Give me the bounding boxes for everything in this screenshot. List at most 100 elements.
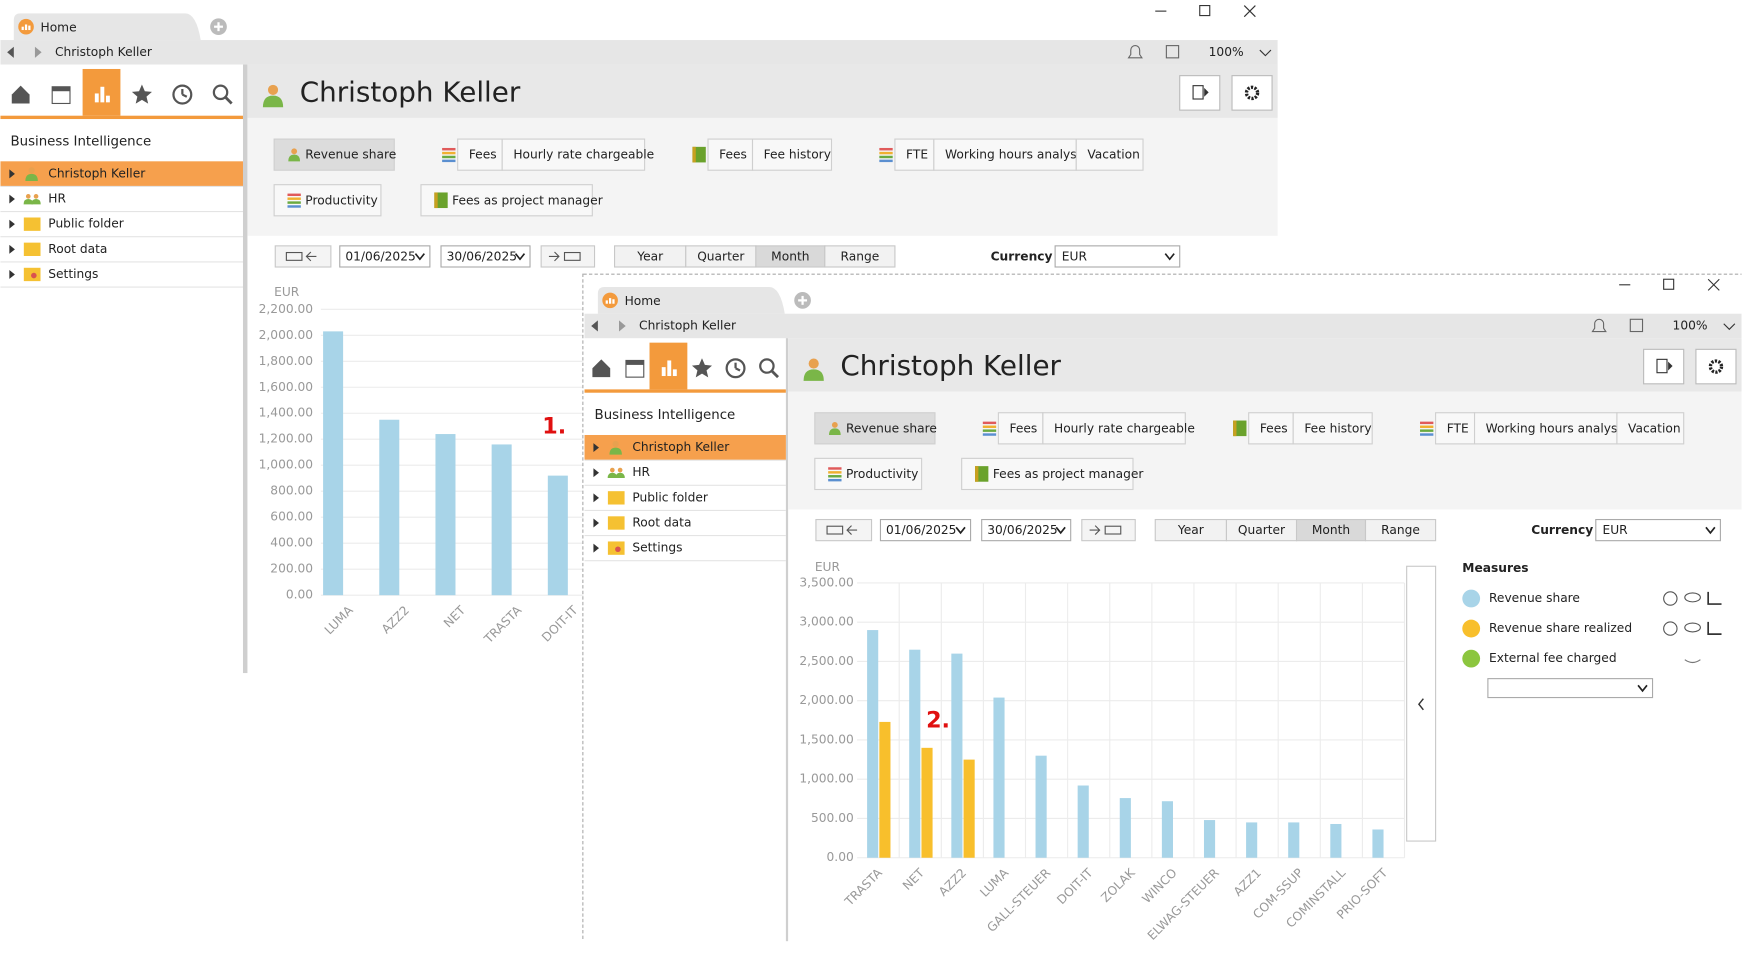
nav-chart[interactable] bbox=[661, 367, 666, 377]
y-tick-label: 600.00 bbox=[270, 510, 313, 524]
report-button[interactable] bbox=[814, 457, 923, 491]
zoom-menu[interactable] bbox=[1259, 49, 1272, 57]
tree-item: Settings bbox=[632, 541, 682, 555]
report-button[interactable] bbox=[1473, 412, 1618, 445]
report-button[interactable] bbox=[457, 138, 503, 171]
tree-toggle[interactable] bbox=[593, 443, 599, 453]
measure-visibility[interactable] bbox=[1684, 592, 1701, 603]
report-button[interactable] bbox=[933, 138, 1077, 171]
nav-chart[interactable] bbox=[100, 86, 105, 103]
report-button[interactable] bbox=[420, 184, 593, 217]
forward[interactable] bbox=[619, 320, 626, 332]
currency-select[interactable] bbox=[1054, 245, 1181, 268]
back[interactable] bbox=[7, 46, 14, 58]
forward[interactable] bbox=[34, 46, 42, 58]
export-button[interactable] bbox=[1643, 348, 1685, 385]
settings-button[interactable] bbox=[1231, 75, 1273, 111]
report-button[interactable] bbox=[1248, 412, 1294, 445]
nav-history[interactable] bbox=[725, 358, 746, 379]
measure-hidden[interactable] bbox=[1684, 659, 1701, 664]
currency-arrow bbox=[1705, 526, 1716, 535]
date-picker[interactable] bbox=[339, 245, 431, 268]
settings-button[interactable] bbox=[1695, 348, 1737, 385]
notifications[interactable] bbox=[1127, 45, 1143, 59]
nav-chart[interactable] bbox=[94, 93, 99, 103]
previous-period[interactable] bbox=[815, 518, 873, 542]
measure-chart-type[interactable] bbox=[1707, 621, 1722, 635]
report-button[interactable] bbox=[751, 138, 833, 171]
zoom-menu[interactable] bbox=[1723, 323, 1736, 331]
measure-chart-type[interactable] bbox=[1707, 591, 1722, 605]
notifications[interactable] bbox=[1591, 318, 1607, 333]
tree-row-selected[interactable] bbox=[0, 161, 243, 187]
measure-visibility[interactable] bbox=[1684, 622, 1701, 633]
report-button[interactable] bbox=[997, 412, 1044, 445]
measure-select-arrow bbox=[1637, 684, 1648, 693]
tree-toggle[interactable] bbox=[9, 219, 15, 229]
tree-toggle[interactable] bbox=[9, 244, 15, 254]
report-button[interactable] bbox=[1075, 138, 1144, 171]
export-button[interactable] bbox=[1179, 75, 1221, 111]
nav-chart[interactable] bbox=[667, 360, 672, 377]
nav-search[interactable] bbox=[212, 84, 229, 101]
measure-info[interactable] bbox=[1663, 621, 1678, 636]
tab[interactable] bbox=[13, 13, 201, 41]
report-button[interactable] bbox=[961, 457, 1134, 491]
tree-row[interactable] bbox=[585, 460, 786, 485]
bar bbox=[993, 697, 1005, 858]
tree-toggle[interactable] bbox=[593, 468, 599, 478]
report-icon bbox=[828, 478, 842, 482]
chart-side-toggle[interactable] bbox=[1406, 565, 1437, 842]
report-button[interactable] bbox=[273, 184, 382, 217]
nav-chart[interactable] bbox=[672, 369, 677, 377]
report-button[interactable] bbox=[1616, 412, 1685, 445]
report-button[interactable] bbox=[1292, 412, 1373, 445]
tab-label: Home bbox=[625, 294, 661, 308]
y-tick-label: 1,200.00 bbox=[259, 432, 313, 446]
nav-search[interactable] bbox=[759, 358, 775, 374]
tab[interactable] bbox=[597, 287, 785, 314]
maximize[interactable] bbox=[1199, 5, 1211, 17]
report-icon bbox=[442, 159, 456, 163]
report-button[interactable] bbox=[1042, 412, 1186, 445]
y-tick-label: 1,000.00 bbox=[799, 772, 853, 786]
period-option[interactable] bbox=[824, 245, 896, 268]
date-picker[interactable] bbox=[981, 518, 1072, 542]
maximize[interactable] bbox=[1663, 278, 1675, 290]
info[interactable] bbox=[1629, 318, 1644, 333]
nav-star[interactable] bbox=[691, 358, 713, 378]
date-picker-arrow bbox=[414, 253, 425, 261]
nav-home[interactable] bbox=[11, 85, 30, 104]
nav-chart[interactable] bbox=[105, 95, 110, 103]
next-period[interactable] bbox=[540, 245, 596, 268]
period-option[interactable] bbox=[1364, 518, 1437, 542]
tree-toggle[interactable] bbox=[9, 194, 15, 204]
zoom: 100% bbox=[1673, 318, 1708, 332]
back[interactable] bbox=[591, 320, 598, 332]
tree-row[interactable] bbox=[0, 186, 243, 211]
report-button[interactable] bbox=[501, 138, 646, 171]
legend-title: Measures bbox=[1462, 561, 1528, 575]
info[interactable] bbox=[1165, 45, 1180, 59]
report-button[interactable] bbox=[1435, 412, 1476, 445]
measure-select[interactable] bbox=[1487, 678, 1654, 699]
tree-toggle[interactable] bbox=[593, 543, 599, 553]
nav-star[interactable] bbox=[131, 84, 152, 104]
previous-period[interactable] bbox=[274, 245, 332, 268]
nav-history[interactable] bbox=[172, 84, 193, 105]
date-picker[interactable] bbox=[440, 245, 531, 268]
avatar-body bbox=[25, 173, 38, 182]
report-button[interactable] bbox=[894, 138, 935, 171]
tree-toggle[interactable] bbox=[9, 169, 15, 179]
tree-toggle[interactable] bbox=[593, 518, 599, 528]
next-period[interactable] bbox=[1081, 518, 1136, 542]
book-icon bbox=[692, 146, 696, 163]
tree-toggle[interactable] bbox=[593, 493, 599, 503]
tree-row-selected[interactable] bbox=[584, 434, 786, 461]
bar bbox=[909, 649, 921, 858]
report-button[interactable] bbox=[707, 138, 754, 171]
currency-select[interactable] bbox=[1595, 518, 1721, 542]
measure-info[interactable] bbox=[1663, 591, 1678, 606]
date-picker[interactable] bbox=[879, 518, 972, 542]
tree-toggle[interactable] bbox=[9, 270, 15, 279]
